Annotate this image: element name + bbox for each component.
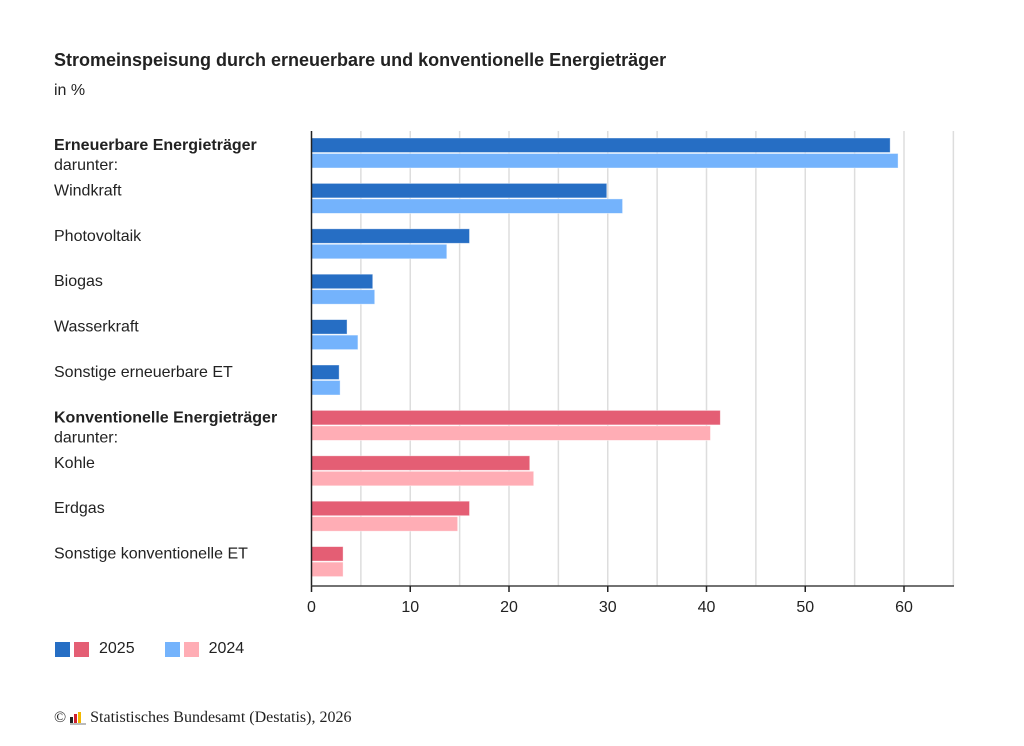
category-label: Erdgas xyxy=(54,500,105,517)
legend-item-2024[interactable]: 2024 xyxy=(164,640,245,658)
bar-2025[interactable]: Wasserkraft 2025: 3.6 xyxy=(311,319,348,335)
category-label: Sonstige erneuerbare ET xyxy=(54,364,233,381)
copyright-icon: © xyxy=(54,709,67,726)
bars: Erneuerbare Energieträger 2025: 58.6Erne… xyxy=(311,137,899,577)
legend-swatch-renewable-2024 xyxy=(164,641,180,657)
category-label: Photovoltaik xyxy=(54,228,142,245)
legend-label: 2024 xyxy=(208,640,245,657)
category-label: Wasserkraft xyxy=(54,319,139,336)
x-tick-label: 40 xyxy=(698,599,716,616)
chart-title: Stromeinspeisung durch erneuerbare und k… xyxy=(54,50,667,70)
bar-chart: Erneuerbare Energieträger 2025: 58.6Erne… xyxy=(54,131,955,616)
category-label: Konventionelle Energieträger xyxy=(54,409,277,426)
bar-2025[interactable]: Kohle 2025: 22.1 xyxy=(311,455,531,471)
legend-label: 2025 xyxy=(99,640,135,657)
x-axis: 0 10 20 30 40 50 60 xyxy=(307,131,954,616)
bar-2024[interactable]: Photovoltaik 2024: 13.7 xyxy=(311,243,448,260)
legend: 2025 2024 xyxy=(55,640,274,658)
legend-swatch-conventional-2024 xyxy=(183,641,199,657)
legend-swatch-renewable-2025 xyxy=(55,641,70,657)
x-tick-label: 60 xyxy=(895,599,913,616)
bar-2025[interactable]: Photovoltaik 2025: 16 xyxy=(311,228,470,244)
bar-2024[interactable]: Erdgas 2024: 14.8 xyxy=(311,516,459,532)
bar-2025[interactable]: Windkraft 2025: 29.9 xyxy=(311,182,608,199)
category-label: Sonstige konventionelle ET xyxy=(54,546,248,563)
bar-2025[interactable]: Erdgas 2025: 16 xyxy=(311,500,470,517)
bar-2024[interactable]: Sonstige konventionelle ET 2024: 3.2 xyxy=(311,561,344,577)
category-label: Kohle xyxy=(54,455,95,472)
bar-2025[interactable]: Erneuerbare Energieträger 2025: 58.6 xyxy=(311,137,891,153)
bar-2025[interactable]: Sonstige konventionelle ET 2025: 3.2 xyxy=(311,546,344,562)
category-label: Windkraft xyxy=(54,182,122,199)
bar-2024[interactable]: Windkraft 2024: 31.5 xyxy=(311,198,623,214)
bar-2024[interactable]: Konventionelle Energieträger 2024: 40.4 xyxy=(311,425,711,441)
legend-swatch-conventional-2025 xyxy=(74,641,89,657)
x-tick-label: 0 xyxy=(307,599,316,616)
destatis-logo-icon xyxy=(70,711,87,725)
bar-2024[interactable]: Kohle 2024: 22.5 xyxy=(311,470,535,487)
category-sublabel: darunter: xyxy=(54,157,118,174)
bar-2024[interactable]: Wasserkraft 2024: 4.7 xyxy=(311,334,359,351)
bar-2024[interactable]: Erneuerbare Energieträger 2024: 59.4 xyxy=(311,153,899,169)
chart-subtitle: in % xyxy=(54,82,86,99)
bar-2024[interactable]: Sonstige erneuerbare ET 2024: 2.9 xyxy=(311,380,341,396)
bar-2025[interactable]: Konventionelle Energieträger 2025: 41.4 xyxy=(311,409,721,426)
category-label: Biogas xyxy=(54,273,103,290)
category-labels: Erneuerbare Energieträger darunter: Windkr… xyxy=(54,137,277,563)
bar-2025[interactable]: Biogas 2025: 6.2 xyxy=(311,273,374,290)
legend-item-2025[interactable]: 2025 xyxy=(55,640,135,658)
category-sublabel: darunter: xyxy=(54,429,118,446)
x-tick-label: 30 xyxy=(599,599,617,616)
x-tick-label: 10 xyxy=(401,599,419,616)
bar-2024[interactable]: Biogas 2024: 6.4 xyxy=(311,289,376,305)
category-label: Erneuerbare Energieträger xyxy=(54,137,257,154)
x-tick-label: 20 xyxy=(500,599,518,616)
source-note: © Statistisches Bundesamt (Destatis), 20… xyxy=(54,709,351,727)
x-tick-label: 50 xyxy=(796,599,814,616)
source-text: Statistisches Bundesamt (Destatis), 2026 xyxy=(90,709,352,726)
bar-2025[interactable]: Sonstige erneuerbare ET 2025: 2.8 xyxy=(311,364,340,380)
